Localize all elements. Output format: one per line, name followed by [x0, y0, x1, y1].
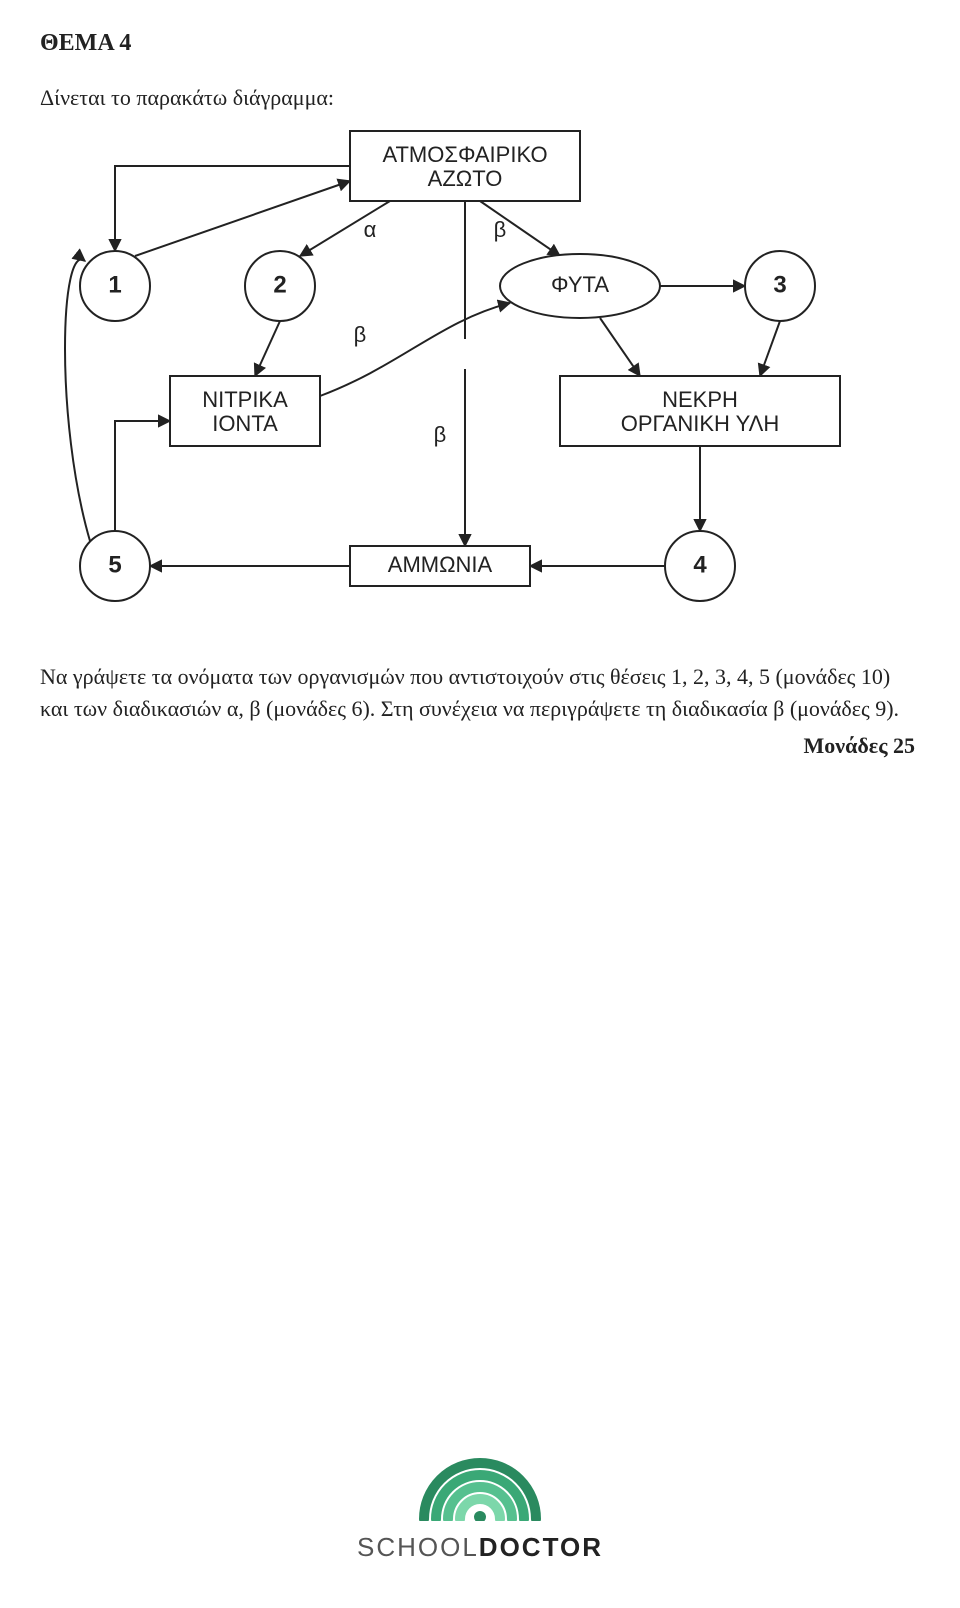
- marks-text: Μονάδες 25: [40, 733, 920, 759]
- logo-text-thin: SCHOOL: [357, 1532, 479, 1562]
- svg-text:ΝΕΚΡΗ: ΝΕΚΡΗ: [662, 387, 738, 412]
- logo-text-bold: DOCTOR: [479, 1532, 603, 1562]
- svg-text:ΟΡΓΑΝΙΚΗ ΥΛΗ: ΟΡΓΑΝΙΚΗ ΥΛΗ: [621, 411, 779, 436]
- svg-text:ΝΙΤΡΙΚΑ: ΝΙΤΡΙΚΑ: [202, 387, 288, 412]
- svg-text:β: β: [434, 422, 447, 447]
- logo-text: SCHOOLDOCTOR: [0, 1532, 960, 1563]
- svg-text:ΑΜΜΩΝΙΑ: ΑΜΜΩΝΙΑ: [388, 552, 493, 577]
- section-heading: ΘΕΜΑ 4: [40, 30, 920, 57]
- svg-text:ΑΖΩΤΟ: ΑΖΩΤΟ: [428, 166, 503, 191]
- logo: SCHOOLDOCTOR: [0, 1441, 960, 1563]
- svg-text:2: 2: [273, 271, 286, 298]
- svg-text:4: 4: [693, 551, 707, 578]
- svg-text:3: 3: [773, 271, 786, 298]
- question-text: Να γράψετε τα ονόματα των οργανισμών που…: [40, 661, 920, 725]
- svg-text:β: β: [494, 217, 507, 242]
- svg-text:ΙΟΝΤΑ: ΙΟΝΤΑ: [212, 411, 278, 436]
- svg-text:ΦΥΤΑ: ΦΥΤΑ: [551, 272, 609, 297]
- nitrogen-cycle-diagram: ΑΤΜΟΣΦΑΙΡΙΚΟΑΖΩΤΟ 1 2 ΦΥΤΑ 3 ΝΙΤΡΙΚΑΙΟΝΤΑ ΝΕΚΡ…: [40, 121, 920, 641]
- svg-text:1: 1: [108, 271, 121, 298]
- svg-text:α: α: [364, 217, 377, 242]
- svg-text:ΑΤΜΟΣΦΑΙΡΙΚΟ: ΑΤΜΟΣΦΑΙΡΙΚΟ: [382, 142, 547, 167]
- svg-text:β: β: [354, 322, 367, 347]
- svg-text:5: 5: [108, 551, 121, 578]
- intro-text: Δίνεται το παρακάτω διάγραμμα:: [40, 85, 920, 111]
